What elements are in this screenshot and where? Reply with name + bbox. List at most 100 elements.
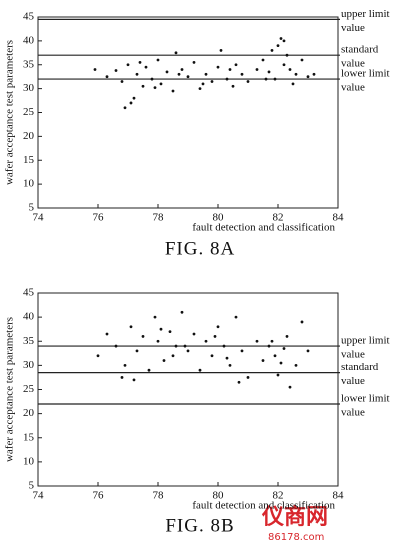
data-point — [165, 70, 169, 74]
data-point — [123, 363, 127, 367]
x-tick-label: 76 — [93, 490, 105, 502]
y-tick-label: 10 — [23, 178, 35, 190]
x-tick-label: 82 — [273, 490, 284, 502]
data-point — [282, 39, 286, 43]
data-point — [270, 49, 274, 52]
data-point — [159, 327, 163, 331]
data-point — [216, 325, 220, 329]
limit-label: value — [341, 58, 365, 70]
data-point — [162, 359, 166, 362]
data-point — [156, 339, 160, 343]
x-tick-label: 78 — [153, 490, 165, 502]
data-point — [171, 354, 175, 358]
data-point — [93, 68, 97, 71]
y-tick-label: 30 — [23, 359, 35, 371]
data-point — [234, 315, 238, 319]
data-point — [126, 63, 130, 67]
limit-label: value — [341, 375, 365, 387]
data-point — [159, 82, 163, 86]
data-point — [129, 325, 133, 329]
data-point — [216, 65, 220, 69]
watermark-url: 86178.com — [268, 532, 324, 543]
data-point — [228, 68, 232, 71]
y-tick-label: 40 — [23, 311, 35, 323]
watermark-name: 仪商网 — [261, 504, 328, 530]
data-point — [261, 359, 265, 362]
y-tick-label: 45 — [23, 287, 35, 299]
y-tick-label: 35 — [23, 335, 35, 347]
data-point — [171, 89, 175, 93]
data-point — [141, 335, 145, 338]
data-point — [174, 51, 178, 55]
data-point — [285, 335, 289, 338]
data-point — [186, 75, 190, 79]
data-point — [312, 72, 316, 76]
data-point — [144, 65, 148, 69]
data-point — [255, 339, 259, 343]
data-point — [219, 49, 223, 52]
y-tick-label: 45 — [23, 11, 35, 23]
y-tick-label: 5 — [29, 202, 35, 214]
data-point — [135, 349, 139, 353]
y-axis-label: wafer acceptance test parameters — [4, 40, 16, 185]
data-point — [240, 72, 244, 76]
data-point — [291, 82, 295, 86]
data-point — [132, 96, 136, 100]
data-point — [150, 77, 154, 81]
data-point — [228, 363, 232, 367]
y-tick-label: 35 — [23, 58, 35, 70]
data-point — [240, 349, 244, 353]
y-tick-label: 15 — [23, 431, 35, 443]
data-point — [141, 84, 145, 88]
data-point — [201, 82, 205, 86]
data-point — [282, 63, 286, 67]
data-point — [288, 68, 292, 71]
x-tick-label: 74 — [33, 490, 45, 502]
data-point — [192, 332, 196, 336]
x-tick-label: 80 — [213, 212, 225, 224]
data-point — [264, 77, 268, 81]
data-point — [204, 339, 208, 343]
data-point — [285, 53, 289, 57]
data-point — [186, 349, 190, 353]
data-point — [120, 376, 124, 379]
plot-frame — [37, 292, 339, 487]
data-point — [114, 344, 118, 348]
data-point — [192, 60, 196, 64]
data-point — [168, 330, 172, 333]
data-point — [294, 363, 298, 367]
data-point — [177, 72, 181, 76]
plot-frame — [37, 16, 339, 209]
y-tick-label: 10 — [23, 455, 35, 467]
x-tick-label: 76 — [93, 212, 105, 224]
data-point — [267, 344, 271, 348]
data-point — [138, 60, 142, 64]
limit-label: lower limit — [341, 68, 390, 80]
limit-label: standard — [341, 44, 379, 56]
data-point — [105, 332, 109, 336]
limit-label: upper limit — [341, 335, 390, 347]
data-point — [210, 354, 214, 358]
x-tick-label: 84 — [333, 490, 345, 502]
limit-label: lower limit — [341, 393, 390, 405]
y-tick-label: 25 — [23, 106, 35, 118]
data-point — [246, 80, 250, 83]
data-point — [180, 68, 184, 71]
y-tick-label: 15 — [23, 154, 35, 166]
data-point — [306, 349, 310, 353]
x-tick-label: 80 — [213, 490, 225, 502]
limit-label: value — [341, 407, 365, 419]
x-tick-label: 74 — [33, 212, 45, 224]
data-point — [120, 80, 124, 83]
limit-label: value — [341, 82, 365, 94]
data-point — [255, 68, 259, 71]
data-point — [279, 361, 283, 365]
data-point — [210, 80, 214, 83]
y-tick-label: 40 — [23, 34, 35, 46]
data-point — [153, 315, 157, 319]
limit-label: value — [341, 22, 365, 34]
x-tick-label: 82 — [273, 212, 284, 224]
figure-caption: FIG. 8B — [165, 515, 234, 536]
y-tick-label: 5 — [29, 480, 35, 492]
data-point — [132, 378, 136, 382]
